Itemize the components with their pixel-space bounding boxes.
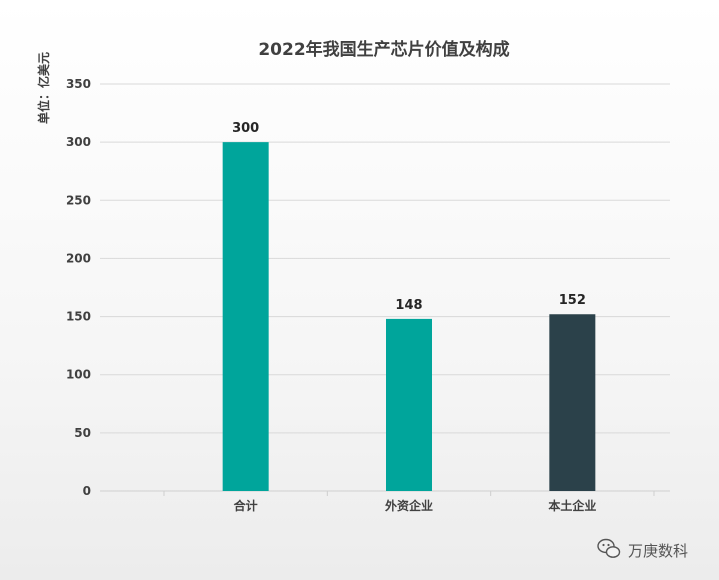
data-label: 152 — [559, 293, 586, 308]
y-tick-label: 150 — [66, 310, 91, 324]
y-tick-label: 0 — [83, 484, 91, 498]
bar — [222, 142, 269, 491]
y-tick-label: 100 — [66, 368, 91, 382]
data-labels: 300 148 152 — [232, 121, 586, 313]
bars — [222, 142, 596, 491]
wechat-icon — [597, 538, 621, 558]
y-tick-label: 250 — [66, 193, 91, 207]
y-axis-label: 单位：亿美元 — [36, 52, 51, 124]
category-labels: 合计 外资企业 本土企业 — [163, 491, 655, 513]
watermark-text: 万庚数科 — [628, 542, 688, 560]
watermark: 万庚数科 — [597, 538, 688, 560]
gridlines — [100, 83, 670, 434]
y-axis-ticks: 0 50 100 150 200 250 300 350 — [66, 77, 91, 498]
data-label: 300 — [232, 121, 259, 136]
category-label: 本土企业 — [548, 498, 596, 513]
data-label: 148 — [395, 298, 422, 313]
y-tick-label: 350 — [66, 77, 91, 91]
category-label: 合计 — [234, 498, 258, 513]
bar — [549, 314, 596, 491]
y-tick-label: 200 — [66, 251, 91, 265]
category-label: 外资企业 — [385, 498, 433, 513]
bar — [386, 318, 432, 491]
chart-title: 2022年我国生产芯片价值及构成 — [258, 39, 509, 60]
y-tick-label: 300 — [66, 135, 91, 149]
y-tick-label: 50 — [74, 426, 91, 440]
